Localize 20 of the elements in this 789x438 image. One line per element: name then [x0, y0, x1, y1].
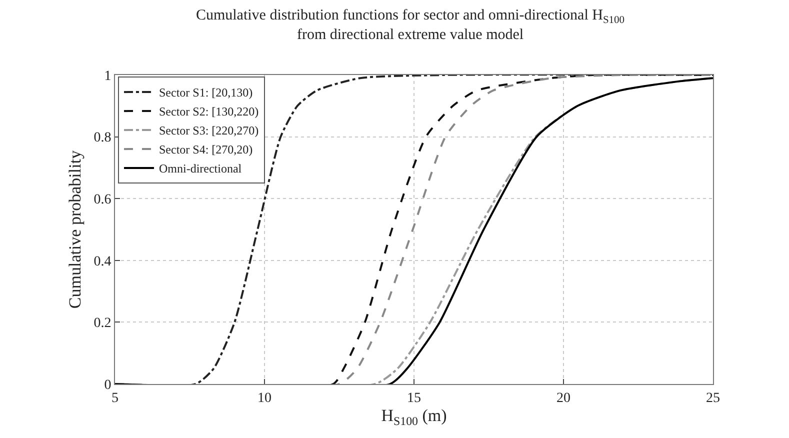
- x-tick-label: 15: [407, 390, 421, 406]
- legend-label: Sector S3: [220,270): [158, 124, 259, 138]
- chart-title: Cumulative distribution functions for sector and omni-directional H$_{S100}$: [196, 8, 625, 26]
- x-tick-label: 5: [112, 390, 118, 406]
- legend-label: Sector S4: [270,20): [158, 142, 253, 157]
- y-tick-label: 0.2: [94, 316, 112, 332]
- x-tick-label: 25: [706, 390, 720, 406]
- x-tick-label: 20: [556, 390, 570, 406]
- legend-label: Sector S1: [20,130): [158, 86, 253, 100]
- y-tick-label: 0: [104, 378, 112, 393]
- x-tick-label: 10: [258, 390, 272, 406]
- x-axis-title: H$_{S100}$ (m): [381, 406, 447, 428]
- y-axis-title: Cumulative probability: [65, 150, 84, 309]
- chart-subtitle: from directional extreme value model: [296, 27, 524, 44]
- y-tick-label: 1: [104, 68, 112, 84]
- legend-label: Omni-directional: [158, 162, 242, 176]
- legend-label: Sector S2: [130,220): [158, 104, 259, 119]
- y-tick-label: 0.8: [94, 130, 112, 146]
- y-tick-label: 0.6: [94, 192, 112, 208]
- y-tick-label: 0.4: [94, 254, 112, 270]
